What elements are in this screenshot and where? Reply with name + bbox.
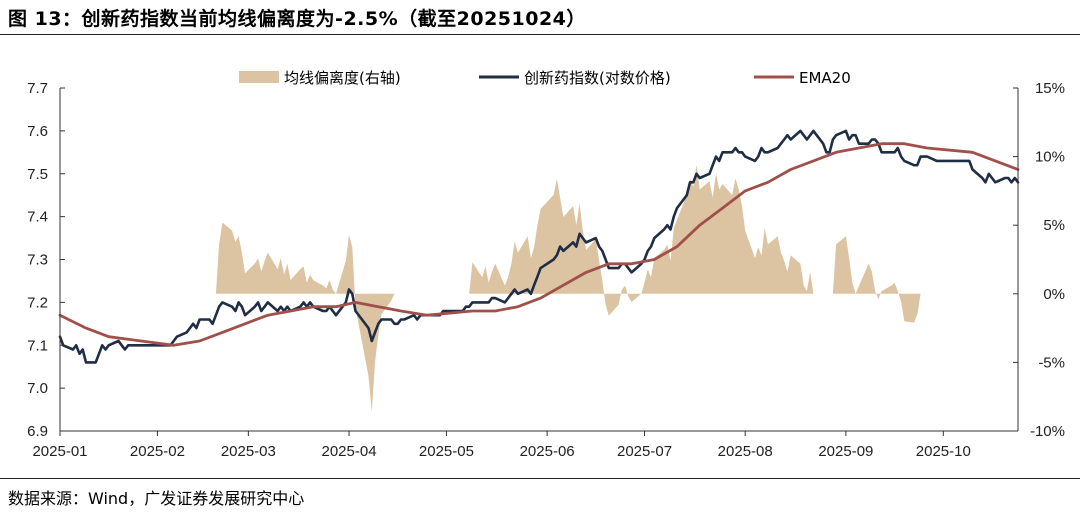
- y-left-tick-label: 7.2: [27, 294, 48, 311]
- x-tick-label: 2025-07: [617, 443, 672, 460]
- chart-svg: 6.9 7.0 7.1 7.2 7.3 7.4 7.5 7.6 7.7 -10% -5% 0% 5% 10…: [27, 69, 1065, 460]
- legend-label-index: 创新药指数(对数价格): [524, 69, 671, 87]
- line-layer: [58, 129, 1020, 364]
- y-left-tick-label: 7.4: [27, 209, 48, 226]
- x-tick-label: 2025-02: [130, 443, 185, 460]
- deviation-area-segment-0: [215, 222, 395, 412]
- footer: 数据来源：Wind，广发证券发展研究中心: [0, 478, 1080, 514]
- x-tick-label: 2025-10: [916, 443, 971, 460]
- chart-area: 6.9 7.0 7.1 7.2 7.3 7.4 7.5 7.6 7.7 -10% -5% 0% 5% 10…: [0, 36, 1080, 476]
- y-left-tick-label: 7.6: [27, 123, 48, 140]
- y-right-tick-label: 5%: [1043, 217, 1065, 234]
- y-right-tick-label: 0%: [1043, 286, 1065, 303]
- y-right-tick-label: 10%: [1035, 149, 1065, 166]
- title-bar: 图 13：创新药指数当前均线偏离度为-2.5%（截至20251024）: [0, 0, 1080, 35]
- legend-label-deviation: 均线偏离度(右轴): [284, 69, 401, 87]
- axis-layer: 6.9 7.0 7.1 7.2 7.3 7.4 7.5 7.6 7.7 -10% -5% 0% 5% 10…: [27, 80, 1065, 460]
- x-tick-label: 2025-09: [818, 443, 873, 460]
- y-left-tick-label: 7.7: [27, 80, 48, 97]
- y-left-tick-label: 7.5: [27, 166, 48, 183]
- deviation-area-layer: [215, 164, 921, 412]
- index-line: [58, 129, 1020, 364]
- y-right-tick-label: 15%: [1035, 80, 1065, 97]
- x-tick-label: 2025-08: [718, 443, 773, 460]
- x-tick-label: 2025-04: [321, 443, 376, 460]
- y-left-tick-label: 7.3: [27, 252, 48, 269]
- y-left-tick-label: 6.9: [27, 423, 48, 440]
- y-right-tick-label: -5%: [1038, 354, 1065, 371]
- y-left-tick-label: 7.0: [27, 380, 48, 397]
- x-tick-label: 2025-01: [32, 443, 87, 460]
- x-tick-label: 2025-06: [520, 443, 575, 460]
- source-note: 数据来源：Wind，广发证券发展研究中心: [8, 488, 305, 508]
- deviation-area-segment-2: [832, 236, 921, 323]
- deviation-area-segment-1: [469, 164, 814, 316]
- ema20-line: [58, 142, 1020, 347]
- y-right-tick-label: -10%: [1030, 423, 1065, 440]
- x-tick-label: 2025-05: [419, 443, 474, 460]
- legend-label-ema: EMA20: [799, 69, 851, 87]
- x-tick-label: 2025-03: [221, 443, 276, 460]
- legend: 均线偏离度(右轴) 创新药指数(对数价格) EMA20: [239, 69, 851, 87]
- legend-swatch-deviation: [239, 71, 279, 83]
- y-left-tick-label: 7.1: [27, 337, 48, 354]
- page-title: 图 13：创新药指数当前均线偏离度为-2.5%（截至20251024）: [8, 7, 586, 30]
